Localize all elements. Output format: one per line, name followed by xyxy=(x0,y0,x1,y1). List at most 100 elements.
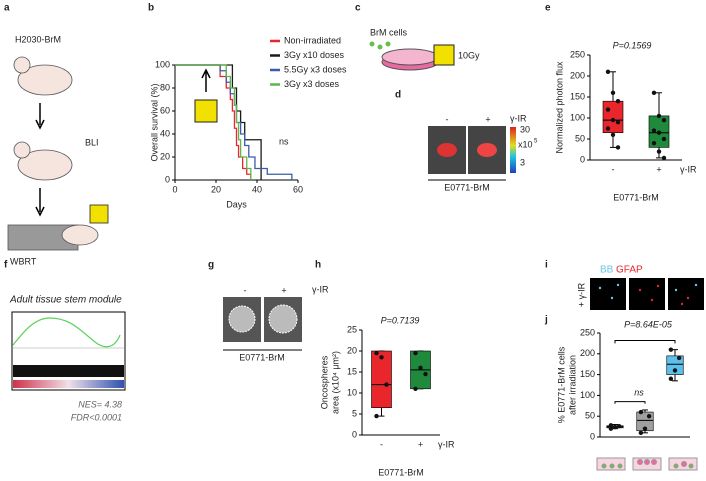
data-point xyxy=(379,355,384,360)
data-point xyxy=(661,117,667,123)
micrograph xyxy=(629,278,665,310)
fdr: FDR<0.0001 xyxy=(71,412,122,422)
data-point xyxy=(656,149,662,154)
data-point xyxy=(651,90,657,96)
data-point xyxy=(605,69,611,75)
y-tick-label: 200 xyxy=(580,348,595,358)
annotation: ns xyxy=(634,387,644,397)
y-tick-label: 150 xyxy=(580,369,595,379)
y-tick-label: 50 xyxy=(575,133,585,143)
box xyxy=(371,350,392,409)
label: BLI xyxy=(85,137,99,147)
x-axis-label: γ-IR xyxy=(438,439,455,449)
stain-label: GFAP xyxy=(616,265,643,276)
bli-signal xyxy=(437,143,457,157)
legend-label: 3Gy x10 doses xyxy=(284,50,345,60)
panel-label: f xyxy=(4,260,8,271)
y-tick-label: 20 xyxy=(347,345,357,355)
arrow xyxy=(35,103,45,217)
y-axis-label: Normalized photon flux xyxy=(554,61,564,154)
x-tick-label: 0 xyxy=(172,184,177,194)
x-axis-label: Days xyxy=(226,199,247,209)
y-tick-label: 200 xyxy=(570,70,585,80)
panel-label: i xyxy=(545,260,548,271)
y-tick-label: 100 xyxy=(155,59,170,69)
x-tick-label: - xyxy=(380,439,383,449)
annotation: P=0.1569 xyxy=(613,40,652,50)
annotation: P=0.7139 xyxy=(381,315,420,325)
oncosphere xyxy=(268,304,298,334)
panel-label: h xyxy=(315,260,321,271)
data-point xyxy=(651,128,657,133)
y-axis-label: Oncospheres xyxy=(319,355,329,409)
rank-bar xyxy=(13,380,124,388)
label: 10Gy xyxy=(458,50,480,60)
stain-label: BB xyxy=(600,265,614,276)
y-tick-label: 80 xyxy=(160,82,170,92)
micrograph xyxy=(590,278,626,310)
x-tick-label: + xyxy=(656,164,661,174)
y-axis-label: % E0771-BrM cells xyxy=(556,346,566,423)
treatment-label: γ-IR xyxy=(510,113,527,123)
annotation: ns xyxy=(279,136,289,146)
data-point xyxy=(374,413,379,419)
survival-curve xyxy=(175,64,293,180)
legend-label: 5.5Gy x3 doses xyxy=(284,64,347,74)
x-tick-label: - xyxy=(612,164,615,174)
caption: E0771-BrM xyxy=(444,182,490,192)
column-label: + xyxy=(485,114,490,124)
panel-label: g xyxy=(208,260,214,271)
scale-label: 30 xyxy=(520,124,530,134)
y-tick-label: 150 xyxy=(570,91,585,101)
panel-label: b xyxy=(148,3,154,14)
micrograph xyxy=(668,278,704,310)
data-point xyxy=(646,414,652,419)
radiation-icon xyxy=(194,99,218,123)
dish-schematic xyxy=(369,41,455,71)
data-point xyxy=(668,347,674,352)
bracket xyxy=(614,339,676,344)
data-point xyxy=(615,99,621,104)
survival-curve xyxy=(175,64,262,180)
data-point xyxy=(656,130,662,135)
label: H2030-BrM xyxy=(15,34,61,44)
y-tick-label: 5 xyxy=(352,408,357,418)
data-point xyxy=(661,136,667,142)
arrow xyxy=(201,68,211,92)
x-tick-label: 60 xyxy=(293,184,303,194)
treatment-label: γ-IR xyxy=(312,284,329,294)
data-point xyxy=(423,371,428,377)
data-point xyxy=(651,141,657,146)
data-point xyxy=(374,350,379,356)
data-point xyxy=(605,107,611,112)
scale-label: 3 xyxy=(520,157,525,167)
data-point xyxy=(608,426,614,431)
data-point xyxy=(610,132,616,137)
data-point xyxy=(642,426,648,431)
x-tick-label: 40 xyxy=(252,184,262,194)
gsea-title: Adult tissue stem module xyxy=(9,295,122,306)
data-point xyxy=(413,350,418,356)
y-tick-label: 15 xyxy=(347,366,357,376)
bli-signal xyxy=(477,143,497,157)
panel-label: e xyxy=(545,3,551,14)
data-point xyxy=(616,423,622,429)
column-label: + xyxy=(281,285,286,295)
x-axis-label: γ-IR xyxy=(680,164,697,174)
data-point xyxy=(615,120,621,125)
color-scale xyxy=(510,127,516,173)
nes: NES= 4.38 xyxy=(78,399,122,409)
well-icons xyxy=(596,457,698,471)
y-tick-label: 250 xyxy=(580,327,595,337)
y-tick-label: 40 xyxy=(160,128,170,138)
data-point xyxy=(638,409,644,415)
y-tick-label: 20 xyxy=(160,151,170,161)
data-point xyxy=(384,382,389,387)
label: BrM cells xyxy=(370,27,408,37)
annotation: P=8.64E-05 xyxy=(624,319,673,329)
mouse-schematic xyxy=(7,56,109,251)
hit-bars xyxy=(13,365,124,377)
y-tick-label: 250 xyxy=(570,49,585,59)
data-point xyxy=(661,155,667,161)
